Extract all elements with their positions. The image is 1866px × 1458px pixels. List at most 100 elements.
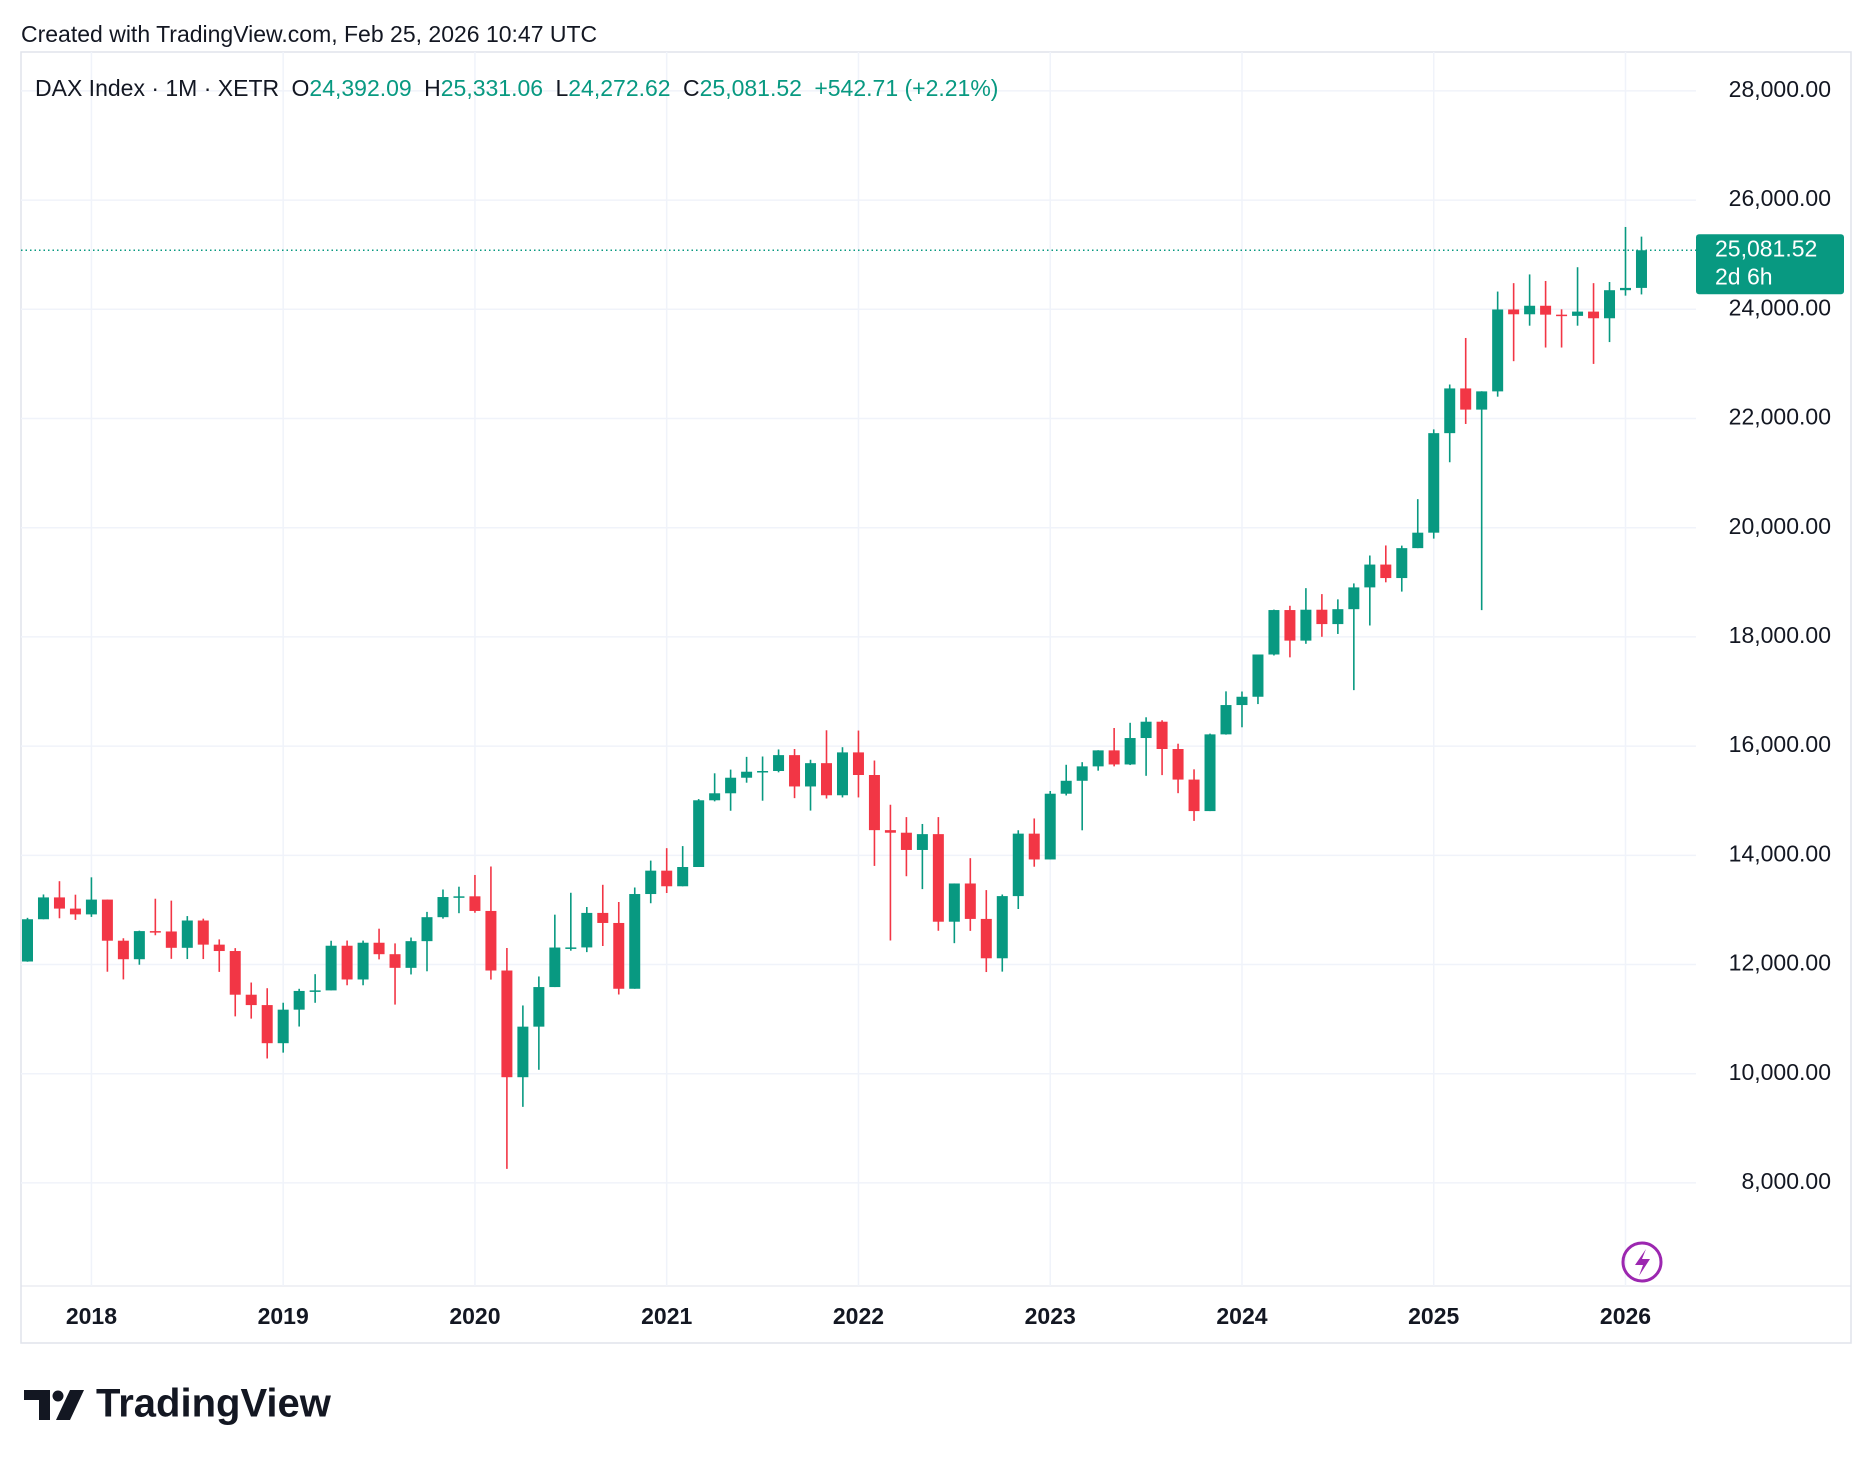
candle-body	[1460, 388, 1472, 410]
candle-body	[133, 931, 145, 960]
candle-body	[1220, 705, 1232, 735]
candle-body	[341, 945, 353, 980]
candle-body	[741, 771, 753, 778]
candle-body	[645, 870, 657, 895]
candle-body	[1204, 734, 1216, 812]
candle-body	[805, 763, 817, 787]
candle-body	[309, 990, 321, 992]
logo-shape	[52, 1390, 64, 1402]
candle-body	[852, 752, 864, 775]
candle-body	[1268, 610, 1280, 655]
candle-body	[533, 987, 545, 1027]
x-tick-label: 2023	[1025, 1303, 1076, 1329]
created-note: Created with TradingView.com, Feb 25, 20…	[21, 21, 597, 47]
candle-body	[421, 917, 433, 942]
candle-body	[1332, 609, 1344, 625]
candle-body	[1588, 311, 1600, 319]
legend-value: 25,331.06	[441, 75, 543, 101]
y-tick-label: 16,000.00	[1729, 731, 1831, 757]
candle-body	[1076, 766, 1088, 781]
candle-body	[149, 931, 161, 933]
candle-body	[836, 752, 848, 796]
candle-body	[325, 945, 337, 991]
candle-body	[405, 941, 417, 968]
candle-body	[1012, 833, 1024, 897]
y-tick-label: 12,000.00	[1729, 950, 1831, 976]
candle-body	[1060, 780, 1072, 794]
x-tick-label: 2026	[1600, 1303, 1651, 1329]
last-price-box	[1696, 234, 1844, 295]
candle-body	[900, 832, 912, 850]
y-tick-label: 18,000.00	[1729, 622, 1831, 648]
chart-frame	[20, 51, 1852, 1344]
candle-body	[1412, 532, 1424, 549]
candle-body	[629, 894, 641, 989]
candle-body	[1300, 609, 1312, 641]
lightning-icon[interactable]	[1621, 1241, 1663, 1283]
candle-body	[1476, 391, 1488, 410]
x-tick-label: 2018	[66, 1303, 117, 1329]
y-tick-label: 14,000.00	[1729, 840, 1831, 866]
y-tick-label: 20,000.00	[1729, 513, 1831, 539]
candle-body	[1364, 564, 1376, 588]
candle-body	[373, 942, 385, 955]
candle-body	[437, 897, 449, 918]
candle-body	[613, 922, 625, 989]
candle-body	[1284, 610, 1296, 641]
candle-body	[101, 899, 113, 941]
legend-label: L	[555, 75, 568, 101]
y-tick-label: 22,000.00	[1729, 404, 1831, 430]
candle-body	[453, 896, 465, 898]
legend-label: C	[683, 75, 700, 101]
y-tick-label: 10,000.00	[1729, 1059, 1831, 1085]
brand-logo: TradingView	[24, 1382, 332, 1426]
candle-body	[1236, 696, 1248, 706]
x-tick-label: 2019	[258, 1303, 309, 1329]
candle-body	[517, 1026, 529, 1078]
candle-body	[565, 947, 577, 949]
candle-body	[277, 1009, 289, 1044]
candle-body	[916, 834, 928, 850]
candle-body	[661, 870, 673, 887]
candle-body	[1156, 721, 1168, 750]
candle-body	[1252, 654, 1264, 697]
candle-body	[1444, 388, 1456, 434]
candle-body	[884, 830, 896, 833]
candle-body	[980, 918, 992, 959]
candle-body	[948, 883, 960, 922]
candle-body	[1092, 750, 1104, 767]
x-tick-label: 2021	[641, 1303, 692, 1329]
candle-body	[1572, 311, 1584, 316]
candle-body	[69, 908, 81, 915]
candle-body	[773, 755, 785, 772]
countdown-label: 2d 6h	[1715, 263, 1773, 289]
candle-body	[1188, 779, 1200, 812]
candle-body	[821, 763, 832, 796]
candle-body	[293, 990, 305, 1010]
candle-body	[581, 912, 593, 948]
candle-body	[357, 942, 369, 980]
candle-body	[85, 899, 97, 915]
legend-value: 24,272.62	[568, 75, 670, 101]
x-tick-label: 2025	[1408, 1303, 1459, 1329]
y-tick-label: 26,000.00	[1729, 185, 1831, 211]
candle-body	[996, 896, 1008, 959]
y-tick-label: 24,000.00	[1729, 294, 1831, 320]
legend-change: +542.71 (+2.21%)	[814, 75, 998, 101]
candle-body	[1508, 309, 1520, 315]
candle-body	[1635, 250, 1647, 288]
candle-body	[165, 931, 177, 948]
x-tick-label: 2020	[449, 1303, 500, 1329]
candle-body	[1396, 548, 1408, 579]
candle-body	[469, 896, 481, 911]
last-price-label: 25,081.52	[1715, 235, 1817, 261]
candle-body	[485, 910, 497, 971]
candle-body	[677, 866, 689, 887]
candle-body	[757, 771, 769, 773]
candle-body	[1348, 587, 1360, 610]
candle-body	[501, 970, 513, 1078]
candle-body	[725, 777, 737, 794]
legend-label: O	[292, 75, 310, 101]
candle-body	[53, 897, 65, 909]
